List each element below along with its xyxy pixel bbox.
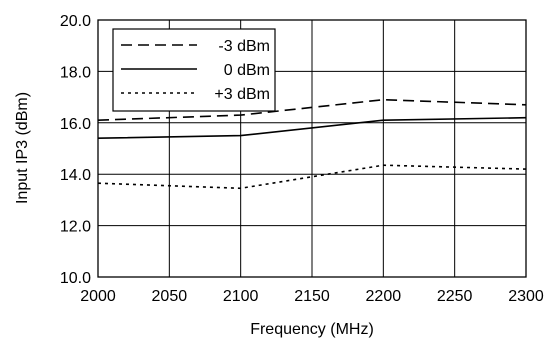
legend-label: 0 dBm xyxy=(224,62,270,79)
plot-frame xyxy=(97,19,527,278)
legend: -3 dBm 0 dBm +3 dBm xyxy=(112,28,276,112)
series-lines xyxy=(97,98,527,190)
y-tick-label: 18.0 xyxy=(60,64,91,81)
x-tick-label: 2050 xyxy=(152,288,188,305)
y-tick-label: 10.0 xyxy=(60,270,91,287)
series-line xyxy=(97,98,527,121)
legend-box xyxy=(112,28,276,112)
y-tick-labels: 10.0 12.0 14.0 16.0 18.0 20.0 xyxy=(60,13,91,287)
series-line xyxy=(97,164,527,190)
x-axis-title: Frequency (MHz) xyxy=(250,321,374,338)
series-line xyxy=(97,116,527,139)
x-tick-label: 2250 xyxy=(437,288,473,305)
y-tick-label: 12.0 xyxy=(60,219,91,236)
y-tick-label: 14.0 xyxy=(60,167,91,184)
legend-label: -3 dBm xyxy=(218,38,270,55)
x-tick-label: 2200 xyxy=(366,288,402,305)
y-axis-title: Input IP3 (dBm) xyxy=(14,92,31,204)
x-tick-label: 2000 xyxy=(80,288,116,305)
y-tick-label: 16.0 xyxy=(60,116,91,133)
y-tick-label: 20.0 xyxy=(60,13,91,30)
x-tick-labels: 2000 2050 2100 2150 2200 2250 2300 xyxy=(80,288,544,305)
x-tick-label: 2100 xyxy=(223,288,259,305)
x-tick-label: 2150 xyxy=(294,288,330,305)
legend-label: +3 dBm xyxy=(214,86,270,103)
x-tick-label: 2300 xyxy=(508,288,544,305)
